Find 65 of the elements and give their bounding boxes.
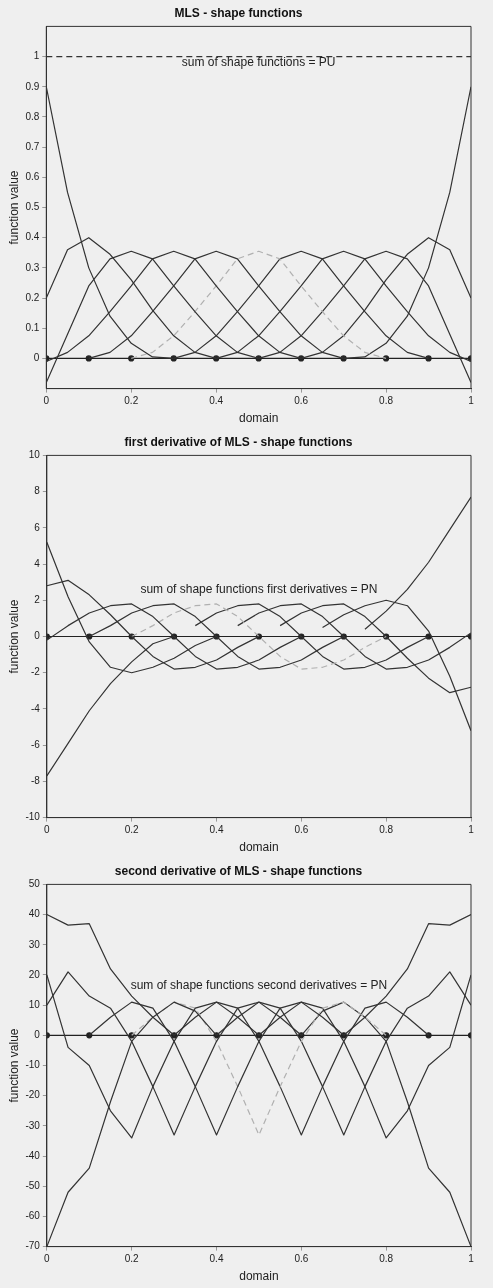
y-tick-label: 30 [28, 938, 41, 950]
x-axis-title: domain [239, 1269, 279, 1284]
y-tick-label: 1 [33, 50, 40, 62]
x-tick-label: 0.2 [124, 824, 140, 836]
y-tick-label: 0.5 [25, 201, 40, 213]
y-tick-label: 0.8 [25, 110, 40, 122]
x-axis-title: domain [238, 411, 279, 426]
x-tick-label: 1 [468, 395, 475, 407]
y-tick-label: 0.9 [25, 80, 40, 92]
x-tick-label: 0 [43, 395, 50, 407]
y-tick-label: -2 [30, 666, 41, 678]
y-tick-label: 2 [34, 594, 41, 606]
y-tick-label: -30 [25, 1119, 41, 1131]
x-tick-label: 0.2 [124, 1253, 140, 1265]
y-tick-label: 0.3 [25, 261, 40, 273]
x-tick-label: 1 [468, 824, 475, 836]
x-tick-label: 0.6 [294, 1253, 309, 1265]
y-axis-title: function value [6, 599, 21, 674]
y-tick-label: 10 [28, 449, 41, 461]
y-tick-label: 0.1 [25, 321, 40, 333]
annotation: sum of shape functions = PU [181, 54, 336, 69]
y-tick-label: -10 [25, 811, 41, 823]
x-axis-title: domain [239, 840, 279, 855]
chart-title: second derivative of MLS - shape functions [114, 863, 363, 878]
y-tick-label: -40 [25, 1149, 41, 1161]
chart-title: MLS - shape functions [174, 5, 303, 20]
y-tick-label: 20 [28, 968, 41, 980]
y-tick-label: 4 [34, 557, 41, 569]
y-tick-label: -6 [30, 738, 41, 750]
y-tick-label: 0.4 [25, 231, 40, 243]
x-tick-label: 0.6 [294, 395, 309, 407]
y-tick-label: -70 [25, 1240, 41, 1252]
y-tick-label: -50 [25, 1179, 41, 1191]
y-tick-label: 0.2 [25, 291, 40, 303]
y-tick-label: 6 [34, 521, 41, 533]
y-axis-title: function value [6, 1028, 21, 1103]
y-tick-label: 0.7 [25, 140, 40, 152]
annotation: sum of shape functions first derivatives = PN [140, 581, 378, 596]
annotation: sum of shape functions second derivatives = PN [130, 978, 388, 993]
x-tick-label: 0.6 [294, 824, 309, 836]
x-tick-label: 0.4 [209, 395, 224, 407]
x-tick-label: 0.8 [379, 824, 394, 836]
chart-title: first derivative of MLS - shape functions [124, 434, 353, 449]
x-tick-label: 0.4 [209, 1253, 224, 1265]
y-tick-label: 0.6 [25, 171, 40, 183]
x-tick-label: 1 [468, 1253, 475, 1265]
x-tick-label: 0.2 [124, 395, 139, 407]
y-tick-label: 40 [28, 908, 41, 920]
y-tick-label: -60 [25, 1210, 41, 1222]
x-tick-label: 0.8 [379, 1253, 394, 1265]
y-tick-label: 8 [34, 485, 41, 497]
y-tick-label: 0 [34, 1029, 41, 1041]
y-tick-label: 0 [33, 352, 40, 364]
y-tick-label: -8 [30, 775, 41, 787]
y-tick-label: -4 [30, 702, 41, 714]
y-tick-label: -10 [25, 1059, 41, 1071]
x-tick-label: 0 [44, 1253, 51, 1265]
y-tick-label: 50 [28, 878, 41, 890]
y-axis-title: function value [6, 170, 21, 245]
x-tick-label: 0.8 [379, 395, 394, 407]
y-tick-label: -20 [25, 1089, 41, 1101]
x-tick-label: 0 [44, 824, 51, 836]
y-tick-label: 0 [34, 630, 41, 642]
y-tick-label: 10 [28, 998, 41, 1010]
x-tick-label: 0.4 [209, 824, 224, 836]
